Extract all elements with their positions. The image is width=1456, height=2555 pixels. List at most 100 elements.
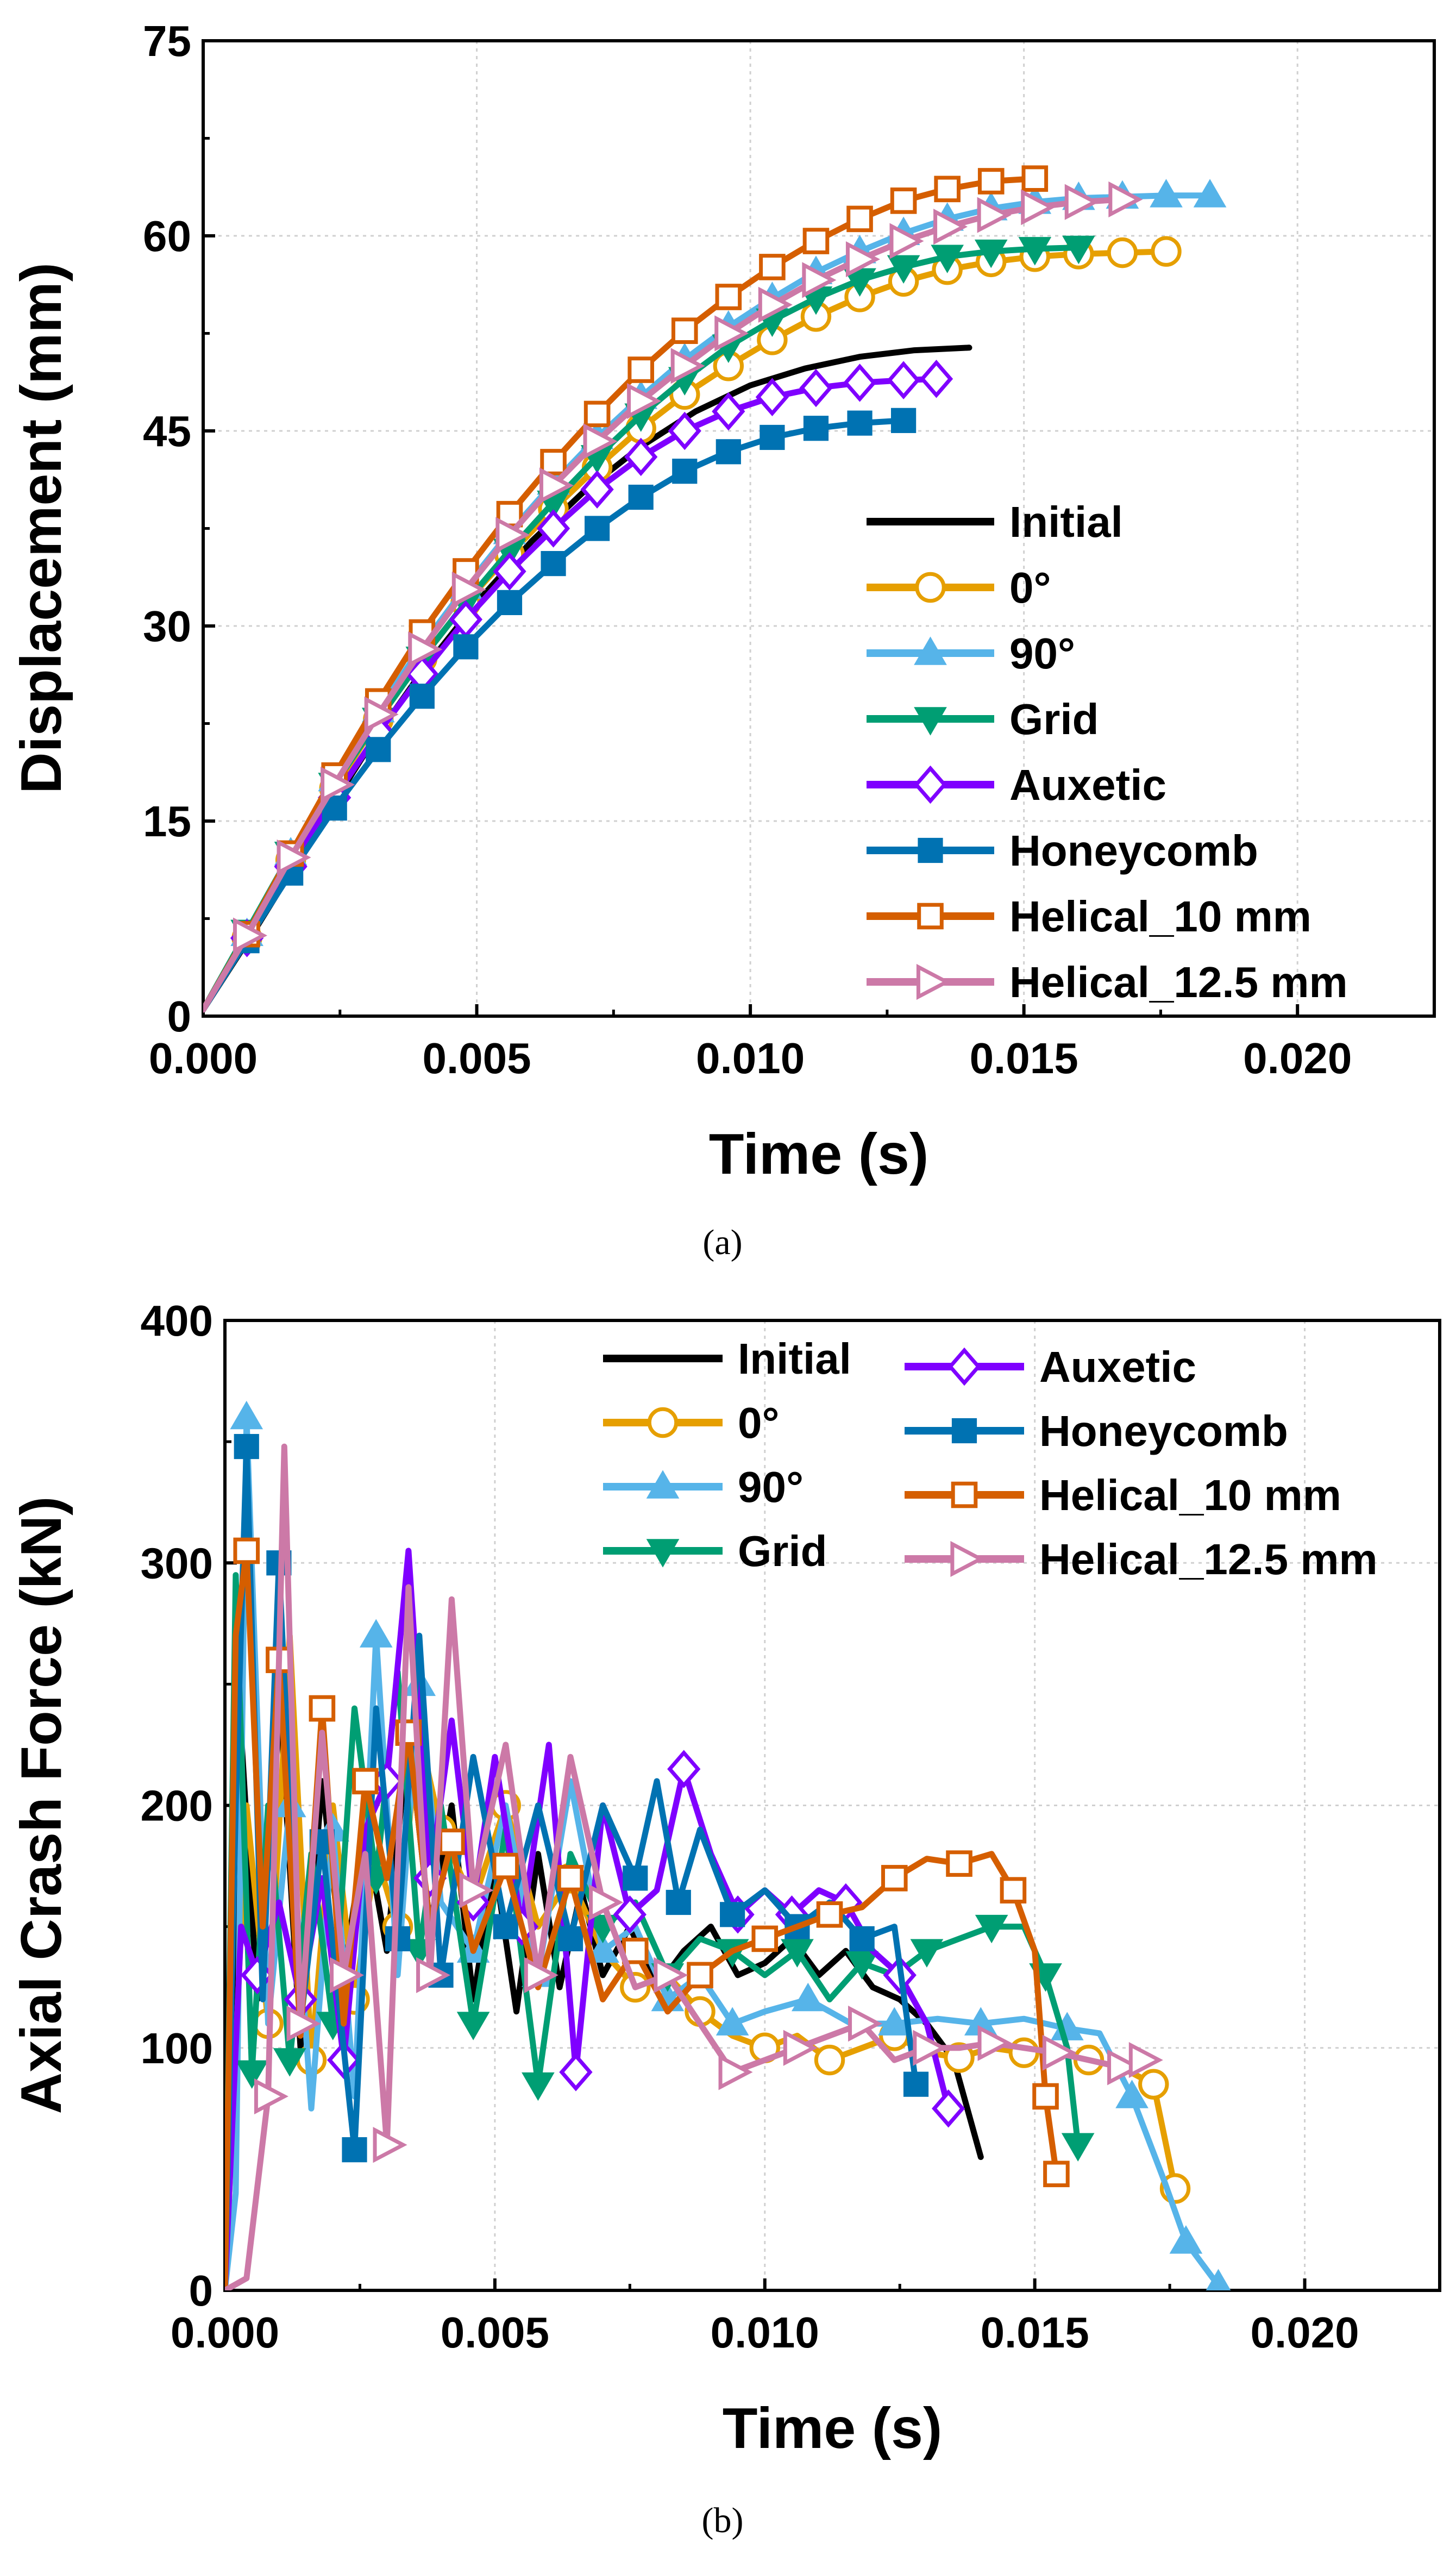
data-point-helical-10-mm [671, 317, 698, 345]
x-axis-label-b: Time (s) [723, 2396, 943, 2460]
data-point-90-deg [359, 1619, 393, 1648]
data-point-honeycomb [849, 1926, 875, 1952]
data-point-helical-10-mm [687, 1962, 713, 1989]
data-point-helical-12-5-mm [416, 1957, 451, 1993]
data-point-grid [235, 2060, 269, 2089]
data-point-90-deg [1115, 2080, 1149, 2108]
legend-label: 90° [738, 1463, 804, 1511]
y-tick-label: 30 [143, 602, 191, 650]
legend-marker [951, 1481, 978, 1508]
data-point-grid [456, 2012, 490, 2040]
data-point-honeycomb [342, 2137, 367, 2163]
data-point-auxetic [712, 392, 745, 431]
panel-a: 0.000 0.005 0.010 0.015 0.020 0 15 30 45 60 75 Ini… [9, 17, 1436, 1262]
data-point-grid [974, 239, 1008, 268]
data-point-helical-12-5-mm [583, 423, 618, 460]
y-tick-label: 60 [143, 212, 191, 260]
data-point-helical-10-mm [802, 228, 830, 254]
data-point-helical-12-5-mm [1021, 189, 1056, 226]
data-point-helical-12-5-mm [670, 348, 705, 384]
data-point-helical-12-5-mm [627, 383, 662, 419]
legend-marker [914, 707, 947, 736]
legend-entry-helical-12-5-mm: Helical_12.5 mm [905, 1535, 1378, 1583]
x-axis-label-a: Time (s) [709, 1122, 929, 1186]
legend-label: 90° [1009, 629, 1075, 678]
data-point-helical-12-5-mm [589, 1884, 624, 1921]
data-point-helical-12-5-mm [330, 1957, 365, 1993]
data-point-helical-12-5-mm [321, 766, 355, 803]
series-line-helical-12-5-mm [203, 196, 1126, 1013]
data-point-helical-12-5-mm [913, 2030, 947, 2066]
data-point-auxetic [493, 552, 526, 591]
y-tick-label: 200 [141, 1782, 213, 1830]
x-tick-label: 0.000 [171, 2308, 279, 2357]
data-point-honeycomb [672, 459, 698, 484]
legend-marker [951, 1418, 977, 1444]
data-point-auxetic [559, 2053, 593, 2091]
x-tick-label: 0.005 [441, 2308, 549, 2357]
legend-label: Honeycomb [1039, 1407, 1288, 1455]
legend-entry-auxetic: Auxetic [905, 1343, 1196, 1391]
grid-b [225, 1320, 1440, 2290]
data-point-honeycomb [891, 408, 917, 433]
data-point-helical-10-mm [1032, 2083, 1059, 2110]
legend-b: Initial 0° 90° Grid Auxetic Honeycomb Helical_… [603, 1335, 1378, 1583]
data-point-helical-12-5-mm [373, 2127, 407, 2163]
legend-marker [646, 1470, 680, 1499]
data-point-90-deg [877, 2007, 911, 2036]
data-point-honeycomb [557, 1926, 583, 1952]
data-point-auxetic [613, 1895, 647, 1934]
legend-marker [915, 572, 946, 603]
series-helical-12-5-mm [225, 1443, 1163, 2290]
data-point-helical-12-5-mm [845, 241, 880, 278]
data-point-helical-10-mm [715, 284, 742, 310]
data-point-honeycomb [541, 551, 566, 577]
data-point-helical-12-5-mm [524, 1957, 558, 1993]
legend-marker [950, 1540, 985, 1577]
data-point-helical-12-5-mm [1128, 2042, 1163, 2078]
series-grid [203, 235, 1095, 1013]
data-point-helical-12-5-mm [539, 467, 574, 504]
data-point-helical-12-5-mm [654, 1957, 688, 1993]
data-point-0-deg [1151, 236, 1182, 267]
data-point-helical-12-5-mm [408, 631, 443, 668]
y-tick-label: 100 [141, 2024, 213, 2072]
series-b [225, 1400, 1231, 2290]
data-point-honeycomb [847, 410, 873, 436]
data-point-helical-10-mm [352, 1768, 379, 1795]
data-point-helical-10-mm [557, 1865, 584, 1892]
legend-entry-helical-10-mm: Helical_10 mm [905, 1471, 1341, 1519]
legend-marker [918, 837, 943, 863]
data-point-helical-12-5-mm [277, 839, 311, 876]
data-point-90-deg [791, 1982, 825, 2012]
y-tick-label: 400 [141, 1297, 213, 1345]
legend-entry-helical-12-5-mm: Helical_12.5 mm [867, 958, 1348, 1006]
data-point-helical-10-mm [309, 1695, 336, 1722]
data-point-helical-10-mm [890, 187, 917, 214]
series-line-auxetic [225, 1548, 952, 2290]
data-point-helical-10-mm [946, 1850, 972, 1877]
x-tick-label: 0.020 [1243, 1034, 1352, 1082]
data-point-helical-10-mm [627, 356, 654, 383]
data-point-grid [1018, 237, 1052, 266]
data-point-helical-12-5-mm [977, 197, 1012, 233]
series-line-helical-10-mm [203, 176, 1038, 1013]
data-point-helical-10-mm [881, 1865, 908, 1892]
data-point-auxetic [799, 368, 833, 408]
y-tick-label: 300 [141, 1539, 213, 1587]
legend-marker [914, 636, 947, 665]
data-point-grid [887, 255, 920, 284]
data-point-honeycomb [666, 1889, 691, 1915]
data-point-helical-12-5-mm [233, 917, 267, 954]
series-helical-10-mm [203, 165, 1049, 1013]
data-point-helical-12-5-mm [718, 2054, 753, 2090]
data-point-helical-12-5-mm [1064, 184, 1099, 220]
legend-label: Initial [1009, 498, 1123, 546]
data-point-helical-10-mm [438, 1828, 465, 1855]
data-point-helical-12-5-mm [1108, 181, 1143, 218]
x-tick-label: 0.010 [711, 2308, 819, 2357]
data-point-helical-10-mm [492, 1852, 519, 1880]
data-point-grid [845, 1951, 878, 1980]
data-point-helical-12-5-mm [848, 2006, 883, 2042]
legend-label: Initial [738, 1335, 851, 1383]
